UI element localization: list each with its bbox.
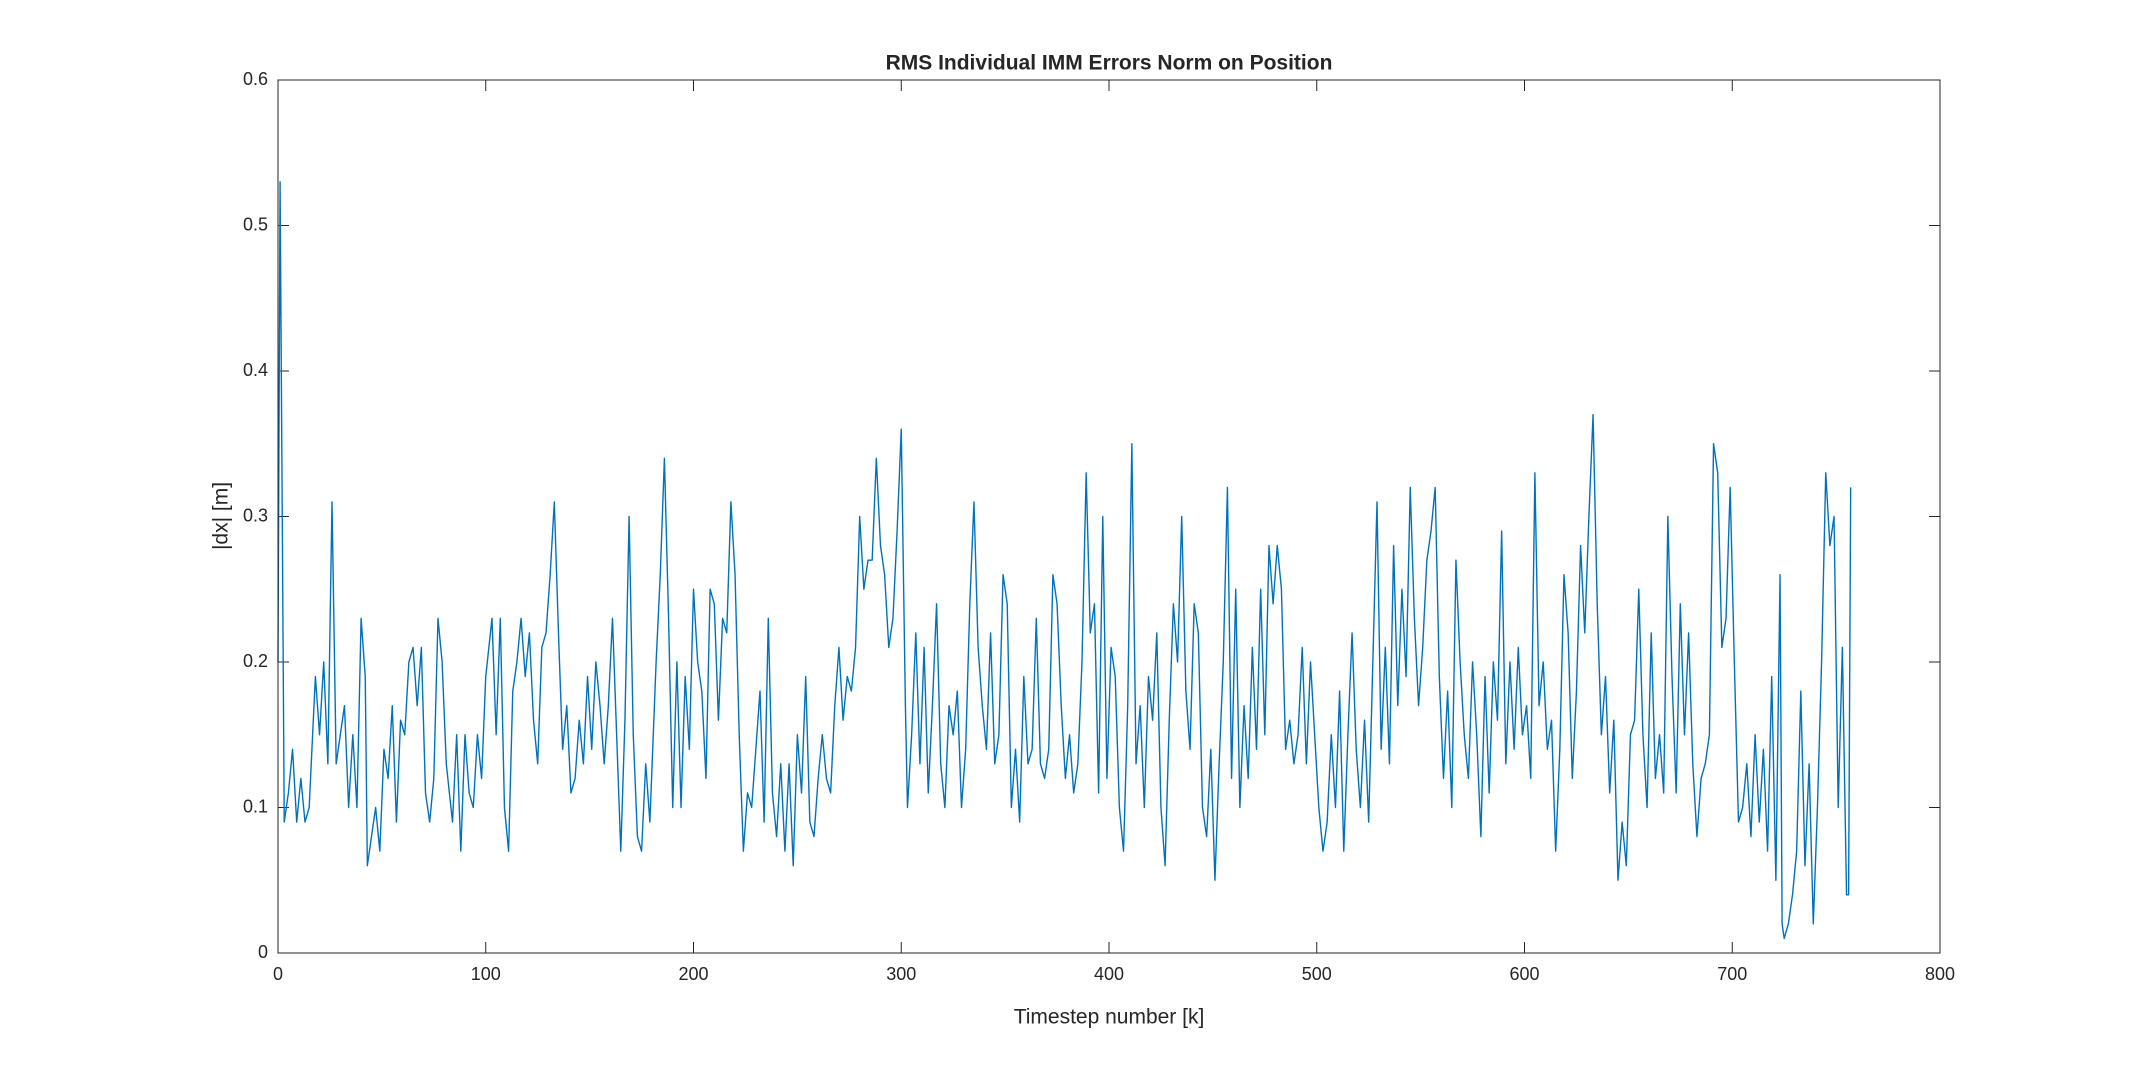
y-axis-label: |dx| [m] [210, 482, 233, 550]
x-tick-label: 800 [1925, 964, 1955, 984]
y-tick-label: 0.5 [243, 214, 268, 234]
x-tick-label: 600 [1509, 964, 1539, 984]
plot-area [278, 80, 1940, 953]
x-tick-label: 200 [678, 964, 708, 984]
x-tick-label: 400 [1094, 964, 1124, 984]
x-tick-label: 100 [471, 964, 501, 984]
data-line [277, 181, 1852, 940]
x-tick-label: 700 [1717, 964, 1747, 984]
y-tick-label: 0.4 [243, 360, 268, 380]
chart-title: RMS Individual IMM Errors Norm on Positi… [886, 52, 1333, 75]
y-tick-label: 0.1 [243, 796, 268, 816]
y-tick-label: 0.2 [243, 651, 268, 671]
x-axis-label: Timestep number [k] [1014, 1006, 1205, 1029]
x-tick-label: 300 [886, 964, 916, 984]
y-tick-label: 0.3 [243, 505, 268, 525]
x-tick-label: 0 [273, 964, 283, 984]
plot-frame [277, 79, 1941, 954]
y-tick-label: 0.6 [243, 69, 268, 89]
x-tick-label: 500 [1302, 964, 1332, 984]
y-tick-label: 0 [258, 942, 268, 962]
